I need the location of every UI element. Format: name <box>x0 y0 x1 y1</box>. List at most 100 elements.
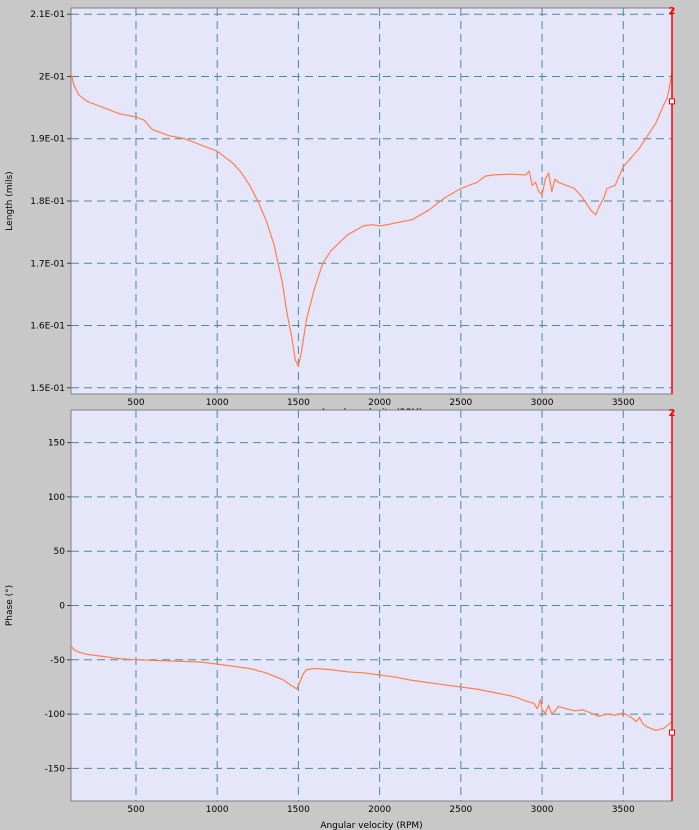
length-data-point <box>200 144 202 146</box>
length-y-tick-label: 1.6E-01 <box>30 322 65 332</box>
length-x-tick-label: 1500 <box>287 398 310 408</box>
length-data-point <box>525 174 527 176</box>
phase-data-point <box>232 665 235 667</box>
phase-y-tick-label: 100 <box>48 493 65 503</box>
phase-cursor-label: 2 <box>669 408 676 419</box>
length-data-point <box>301 349 303 352</box>
length-y-tick-label: 1.7E-01 <box>30 259 65 269</box>
phase-x-tick-label: 500 <box>127 805 144 815</box>
phase-data-point <box>635 721 637 723</box>
length-data-point <box>595 214 597 216</box>
length-y-tick-label: 2.1E-01 <box>30 10 65 20</box>
phase-data-point <box>565 708 568 710</box>
phase-data-point <box>70 645 72 647</box>
phase-data-point <box>302 673 304 675</box>
length-data-point <box>554 178 556 180</box>
phase-data-point <box>622 712 624 714</box>
phase-chart-panel: 500 1000 1500 2000 2500 3000 3500 -150 -100 -50 0 5… <box>5 408 676 830</box>
length-data-point <box>294 359 296 361</box>
phase-x-tick-label: 3500 <box>612 805 635 815</box>
length-data-point <box>427 209 429 211</box>
length-data-point <box>286 312 288 314</box>
phase-data-point <box>557 705 559 708</box>
phase-data-point <box>249 667 251 670</box>
length-data-point <box>70 72 72 74</box>
phase-y-axis-label: Phase (°) <box>5 585 15 626</box>
phase-data-point <box>492 691 494 693</box>
length-y-tick-label: 1.9E-01 <box>30 135 65 145</box>
phase-y-tick-label: -50 <box>50 656 65 666</box>
phase-data-point <box>305 668 308 671</box>
phase-data-point <box>541 709 543 711</box>
length-x-tick-label: 3000 <box>531 398 554 408</box>
phase-y-tick-label: 150 <box>48 439 65 449</box>
length-data-point <box>590 209 592 211</box>
length-data-point <box>257 200 259 202</box>
length-data-point <box>630 156 632 159</box>
length-data-point <box>547 172 550 174</box>
phase-x-tick-label: 1000 <box>206 805 229 815</box>
length-data-point <box>666 97 668 99</box>
length-data-point <box>622 166 624 168</box>
phase-data-point <box>427 682 429 684</box>
phase-data-point <box>630 716 632 718</box>
phase-data-point <box>86 653 88 655</box>
length-data-point <box>387 224 389 226</box>
length-data-point <box>370 224 373 226</box>
length-cursor-marker[interactable] <box>669 98 675 105</box>
phase-x-tick-label: 2500 <box>449 805 472 815</box>
length-data-point <box>265 219 267 221</box>
phase-data-point <box>663 727 665 729</box>
phase-data-point <box>281 678 283 680</box>
length-data-point <box>484 175 486 177</box>
length-data-point <box>281 281 283 283</box>
length-data-point <box>476 181 478 183</box>
phase-data-point <box>460 686 462 688</box>
phase-data-point <box>536 708 538 710</box>
phase-data-point <box>443 684 446 686</box>
length-data-point <box>647 135 649 137</box>
length-data-point <box>78 94 80 96</box>
length-data-point <box>614 184 616 187</box>
phase-x-tick-label: 3000 <box>531 805 554 815</box>
length-cursor-label: 2 <box>669 6 676 17</box>
phase-data-point <box>411 679 413 682</box>
length-data-point <box>86 100 88 102</box>
phase-data-point <box>200 661 202 663</box>
phase-y-tick-label: -150 <box>45 764 66 774</box>
length-y-tick-label: 2E-01 <box>39 72 65 82</box>
phase-data-point <box>78 651 80 653</box>
phase-data-point <box>517 697 519 699</box>
length-data-point <box>411 219 413 221</box>
length-data-point <box>534 181 537 183</box>
phase-data-point <box>606 713 608 715</box>
length-data-point <box>102 107 105 109</box>
length-data-point <box>94 103 96 106</box>
length-data-point <box>565 184 568 187</box>
length-data-point <box>119 113 121 115</box>
phase-data-point <box>314 667 316 670</box>
length-data-point <box>460 187 462 190</box>
phase-cursor-marker[interactable] <box>669 729 675 736</box>
phase-x-tick-label: 2000 <box>368 805 391 815</box>
phase-data-point <box>533 702 535 704</box>
phase-data-point <box>379 674 381 676</box>
phase-data-point <box>289 684 291 686</box>
phase-data-point <box>102 655 105 658</box>
phase-data-point <box>119 658 121 660</box>
length-data-point <box>346 234 348 236</box>
phase-y-tick-label: -100 <box>45 710 66 720</box>
length-data-point <box>184 138 186 140</box>
length-data-point <box>143 119 145 121</box>
length-chart-panel: 500 1000 1500 2000 2500 3000 3500 1.5E-01 1.6E-0… <box>5 6 676 418</box>
phase-data-point <box>598 715 600 717</box>
phase-data-point <box>655 729 657 732</box>
length-data-point <box>135 116 137 118</box>
length-data-point <box>73 85 75 87</box>
length-data-point <box>598 206 600 208</box>
length-data-point <box>273 243 275 246</box>
phase-data-point <box>544 712 546 714</box>
phase-data-point <box>547 704 550 707</box>
length-data-point <box>151 128 153 131</box>
